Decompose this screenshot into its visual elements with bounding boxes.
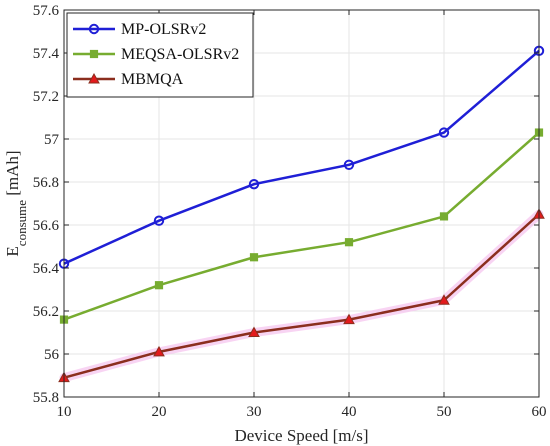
series-line-mbmqa <box>63 213 540 379</box>
data-point-mp-olsrv2-50 <box>438 127 450 138</box>
y-tick-label: 56.2 <box>33 304 59 320</box>
y-axis-label: Econsume [mAh] <box>3 150 29 256</box>
data-point-mp-olsrv2-20 <box>153 215 165 226</box>
y-tick-label: 56.8 <box>33 175 59 191</box>
series-mbmqa <box>58 208 545 383</box>
legend-marker <box>88 72 100 84</box>
data-point-mp-olsrv2-40 <box>343 159 355 171</box>
x-tick-label: 50 <box>437 404 452 420</box>
data-point-meqsa-olsrv2-20 <box>154 281 164 290</box>
series-line-mp-olsrv2 <box>63 49 540 265</box>
data-point-mbmqa-40 <box>343 313 355 325</box>
data-point-meqsa-olsrv2-30 <box>249 253 259 262</box>
legend-label: MEQSA-OLSRv2 <box>121 46 239 63</box>
x-tick-label: 40 <box>342 404 357 420</box>
data-point-mbmqa-20 <box>153 345 165 357</box>
data-point-mbmqa-30 <box>248 326 260 337</box>
data-point-meqsa-olsrv2-50 <box>439 212 449 221</box>
x-tick-label: 10 <box>57 404 72 420</box>
y-tick-label: 57 <box>44 132 60 148</box>
y-tick-label: 56.4 <box>33 261 60 277</box>
y-tick-label: 57.6 <box>33 3 60 19</box>
y-tick-label: 57.2 <box>33 89 59 105</box>
y-tick-label: 56 <box>44 347 60 363</box>
series-meqsa-olsrv2 <box>59 128 544 324</box>
series-layer <box>58 45 545 383</box>
axes-layer: 10 20 30 40 50 60 55.8 56 56.2 56.4 56.6 56.8 57 57.2… <box>3 3 547 445</box>
legend-entry-meqsa-olsrv2: MEQSA-OLSRv2 <box>73 46 239 63</box>
legend-marker <box>88 23 100 35</box>
data-point-meqsa-olsrv2-40 <box>344 238 354 247</box>
data-point-mp-olsrv2-30 <box>248 178 260 190</box>
legend-entry-mp-olsrv2: MP-OLSRv2 <box>73 21 206 38</box>
x-tick-label: 30 <box>247 404 262 420</box>
legend-label: MP-OLSRv2 <box>121 21 206 38</box>
series-line-meqsa-olsrv2 <box>63 131 540 321</box>
y-tick-label: 55.8 <box>33 390 59 406</box>
y-tick-label: 57.4 <box>33 46 60 62</box>
x-tick-label: 60 <box>532 404 547 420</box>
y-tick-label: 56.6 <box>33 218 60 234</box>
legend: MP-OLSRv2 MEQSA-OLSRv2 MBMQA <box>66 12 254 98</box>
x-axis-label: Device Speed [m/s] <box>234 426 368 445</box>
data-point-mbmqa-50 <box>438 294 450 305</box>
legend-entry-mbmqa: MBMQA <box>73 71 184 88</box>
x-tick-label: 20 <box>152 404 167 420</box>
series-halo-mbmqa <box>59 209 544 383</box>
plot-frame <box>63 9 540 398</box>
legend-marker <box>89 49 99 59</box>
legend-label: MBMQA <box>121 71 184 88</box>
